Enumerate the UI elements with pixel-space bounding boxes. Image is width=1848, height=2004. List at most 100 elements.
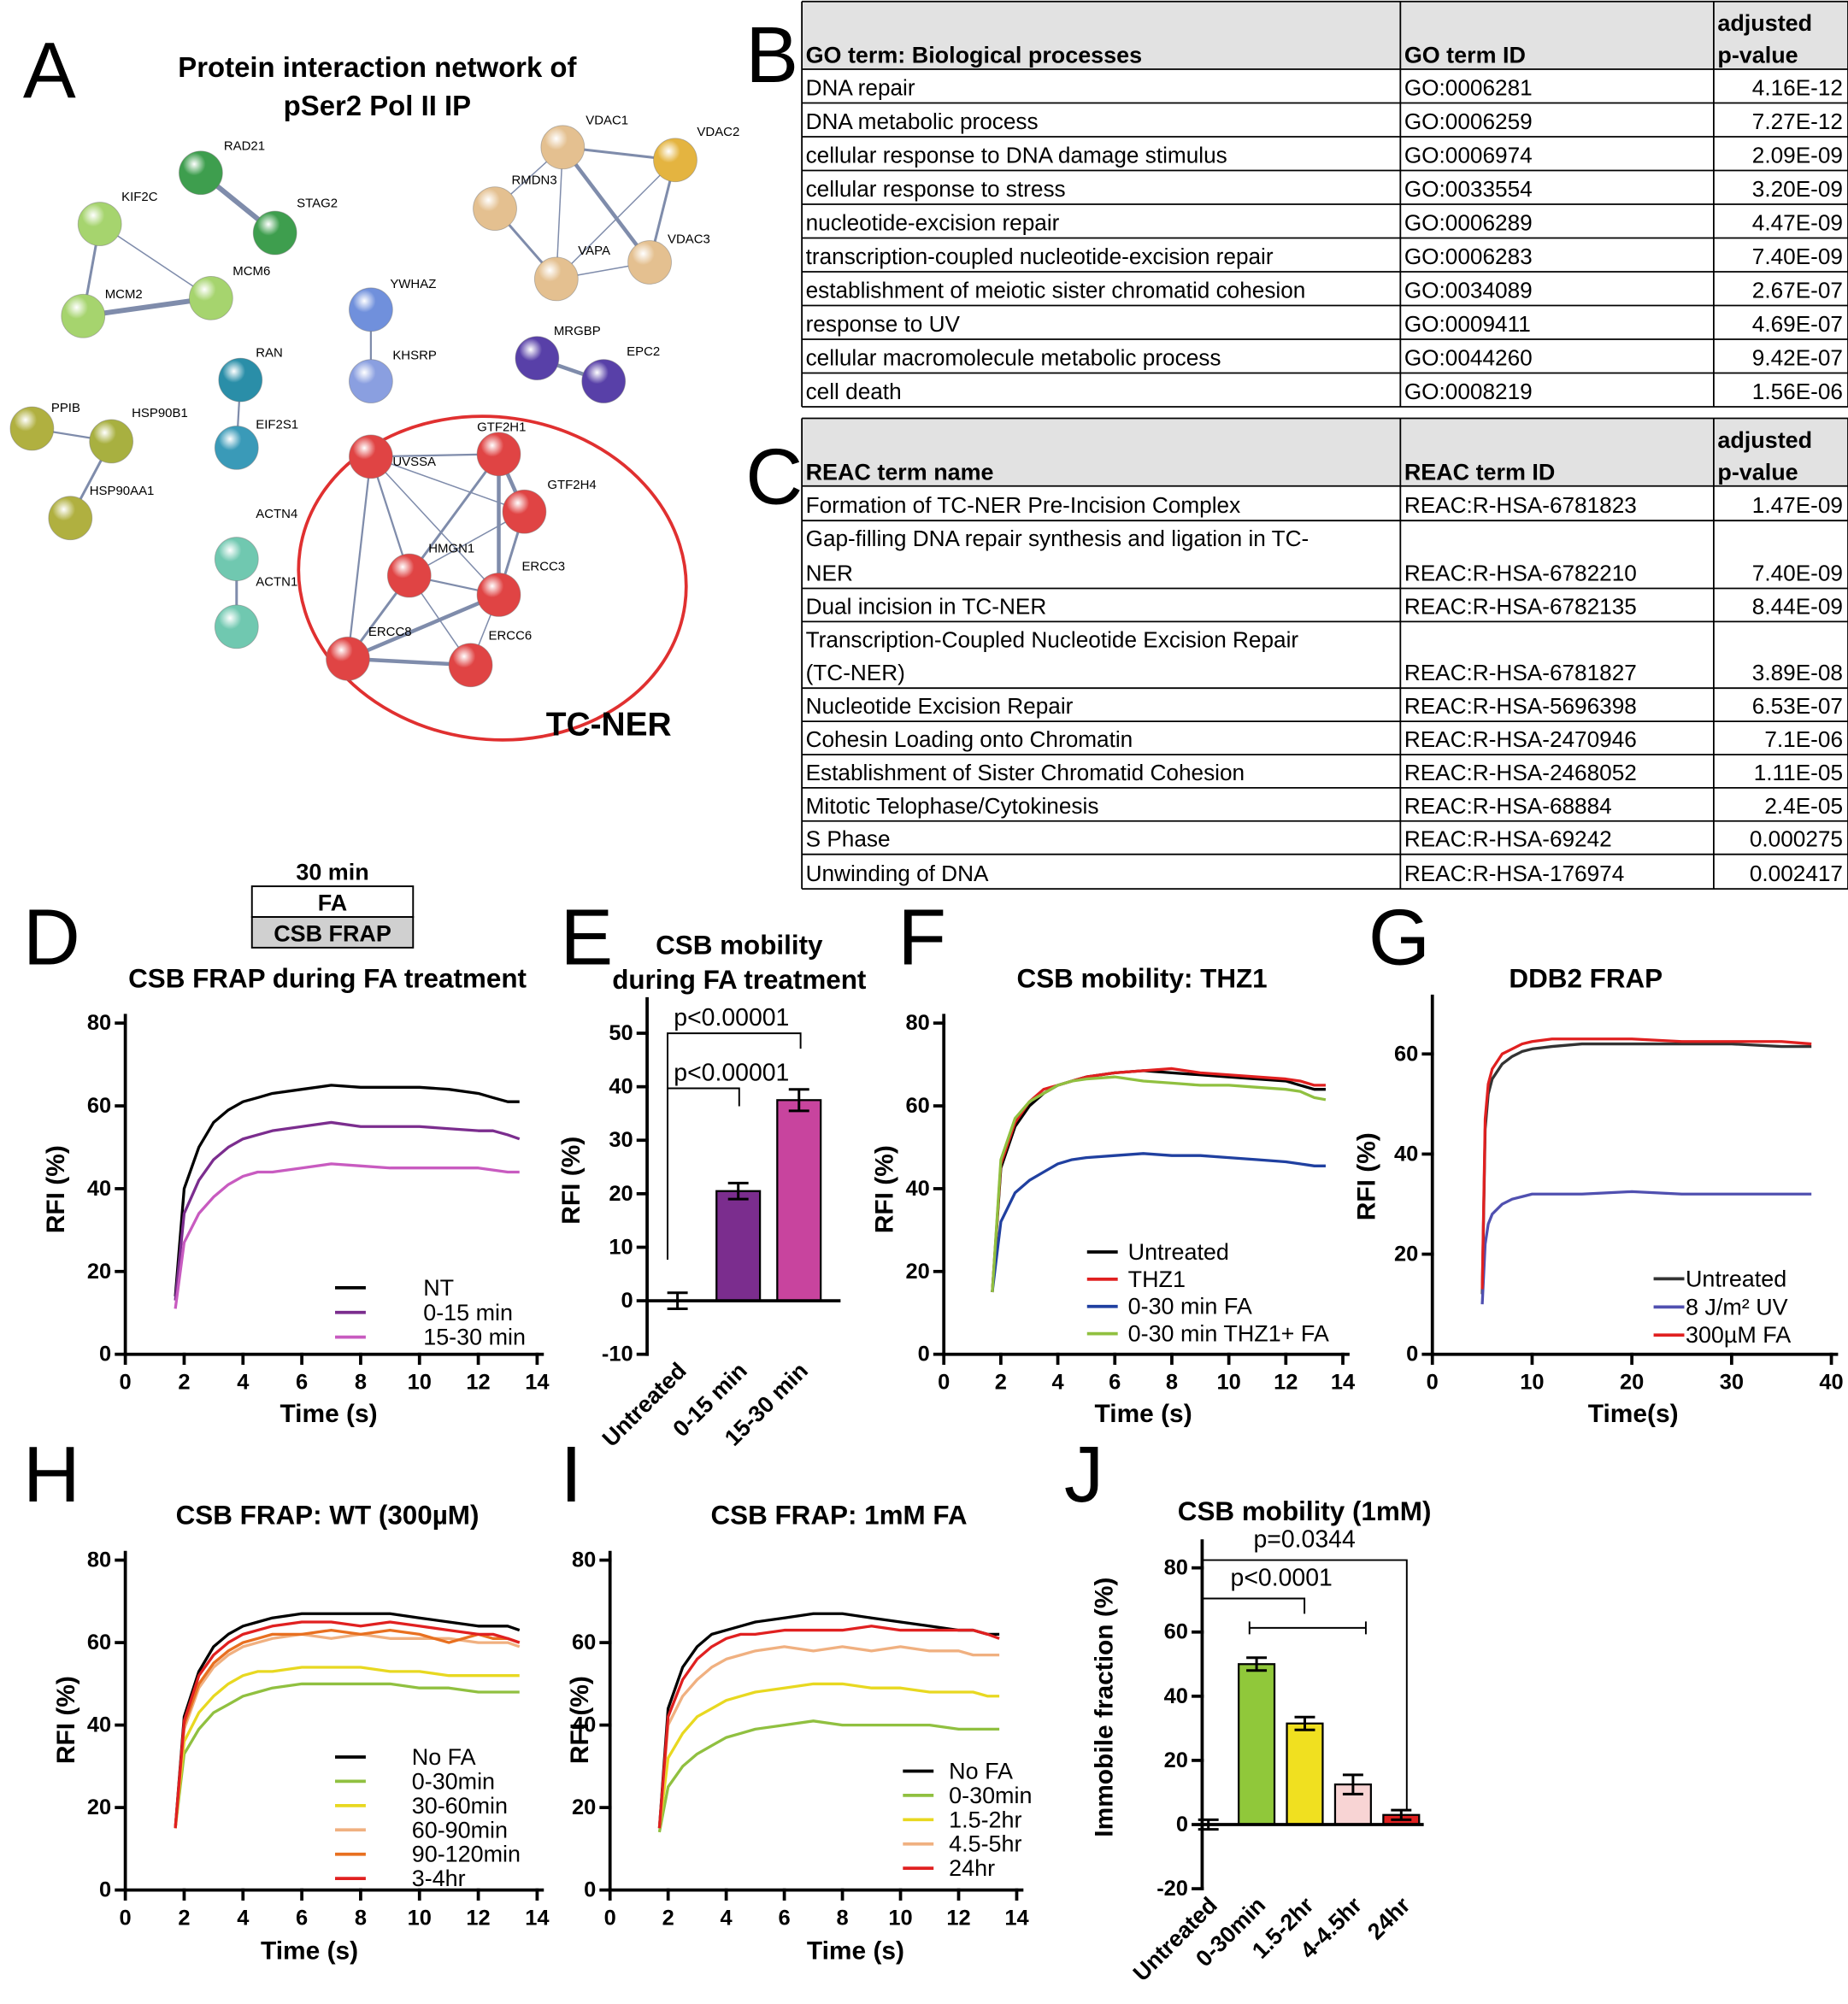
legend-label: 4.5-5hr (949, 1831, 1021, 1857)
table-cell: GO:0008219 (1404, 379, 1533, 404)
y-axis-title: RFI (%) (566, 1676, 594, 1764)
y-tick-label: 40 (905, 1177, 929, 1201)
table-header-bg (802, 418, 1848, 486)
table-cell: GO:0033554 (1404, 176, 1533, 202)
chart-title: DDB2 FRAP (1509, 963, 1663, 993)
x-tick-label: 20 (1620, 1371, 1644, 1395)
y-tick-label: 80 (1164, 1556, 1188, 1580)
panel-label: F (898, 892, 946, 981)
y-tick-label: 40 (1394, 1142, 1418, 1166)
y-tick-label: 30 (609, 1128, 633, 1152)
table-cell: 0.000275 (1750, 826, 1843, 852)
table-cell: Establishment of Sister Chromatid Cohesi… (806, 760, 1245, 785)
table-cell: 3.20E-09 (1752, 176, 1843, 202)
x-tick-label: 4 (721, 1907, 733, 1931)
protocol-box (250, 885, 415, 918)
y-tick-label: 60 (572, 1631, 596, 1654)
legend-label: 90-120min (412, 1842, 521, 1867)
x-tick-label: 8 (836, 1907, 848, 1931)
chart-title: during FA treatment (612, 965, 867, 995)
x-tick-label: 8 (355, 1371, 367, 1395)
network-node (188, 275, 233, 320)
y-tick-label: 80 (905, 1011, 929, 1035)
network-node (218, 357, 263, 403)
line-series (174, 1620, 521, 1829)
table-cell: REAC:R-HSA-6782135 (1404, 593, 1637, 619)
node-label: ACTN1 (256, 574, 297, 589)
x-tick-label: 14 (525, 1371, 549, 1395)
x-tick-label: 6 (779, 1907, 791, 1931)
y-tick-label: 40 (87, 1713, 111, 1737)
x-axis-title: Time(s) (1588, 1400, 1679, 1428)
panel-label: B (745, 10, 798, 99)
table-cell: cellular response to DNA damage stimulus (806, 143, 1227, 168)
table-cell: REAC:R-HSA-5696398 (1404, 693, 1637, 719)
y-tick-label: 80 (572, 1549, 596, 1572)
significance-label: p=0.0344 (1253, 1526, 1355, 1554)
x-tick-label: 14 (525, 1907, 549, 1931)
network-node (476, 573, 521, 617)
table-cell: 3.89E-08 (1752, 660, 1843, 685)
x-tick-label: 12 (466, 1907, 490, 1931)
table-cell: REAC:R-HSA-6782210 (1404, 561, 1637, 586)
x-tick-label: 10 (408, 1907, 432, 1931)
table-cell: cellular response to stress (806, 176, 1066, 202)
x-tick-label: 12 (466, 1371, 490, 1395)
bar (715, 1190, 762, 1302)
legend-label: No FA (949, 1758, 1013, 1784)
table-cell: nucleotide-excision repair (806, 210, 1060, 236)
network-node (386, 553, 432, 598)
panel-label: E (560, 892, 613, 981)
x-tick-label: 0 (938, 1371, 950, 1395)
network-node (48, 496, 93, 541)
y-tick-label: 20 (87, 1795, 111, 1819)
y-tick-label: 0 (1176, 1813, 1188, 1837)
legend-label: 60-90min (412, 1817, 508, 1842)
table-cell: GO:0006283 (1404, 244, 1533, 269)
network-node (61, 293, 106, 338)
error-bar (727, 1181, 749, 1201)
y-tick-label: 0 (918, 1343, 930, 1366)
x-tick-label: 2 (178, 1907, 190, 1931)
table-cell: 9.42E-07 (1752, 345, 1843, 371)
table-cell: 4.47E-09 (1752, 210, 1843, 236)
y-axis-title: RFI (%) (1352, 1132, 1380, 1220)
network-title: pSer2 Pol II IP (284, 90, 471, 121)
table-cell: cellular macromolecule metabolic process (806, 345, 1221, 371)
y-tick-label: 40 (609, 1075, 633, 1099)
line-series (174, 1612, 521, 1829)
line-series (657, 1625, 1000, 1829)
table-cell: GO:0009411 (1404, 311, 1531, 337)
y-axis-title: RFI (%) (52, 1676, 80, 1764)
node-label: MCM2 (105, 287, 143, 302)
table-cell: 2.4E-05 (1764, 793, 1843, 819)
y-tick-label: -20 (1156, 1877, 1188, 1901)
x-axis-title: Time (s) (261, 1936, 358, 1965)
network-node (476, 432, 521, 477)
chart-title: CSB FRAP during FA treatment (128, 963, 527, 993)
node-label: YWHAZ (390, 277, 436, 291)
network-edge (561, 145, 651, 264)
x-tick-label: 0 (1427, 1371, 1439, 1395)
y-tick-label: 20 (609, 1182, 633, 1206)
network-node (9, 406, 55, 451)
table-cell: transcription-coupled nucleotide-excisio… (806, 244, 1274, 269)
table-cell: REAC:R-HSA-2470946 (1404, 726, 1637, 752)
node-label: ERCC6 (489, 628, 533, 643)
panel-label: I (560, 1430, 582, 1519)
protocol-step: CSB FRAP (274, 920, 391, 946)
node-label: KHSRP (392, 349, 437, 363)
y-tick-label: 20 (1394, 1243, 1418, 1266)
significance-bracket (1201, 1597, 1306, 1765)
x-tick-label: 10 (888, 1907, 912, 1931)
table-cell: cell death (806, 379, 902, 404)
table-cell: Nucleotide Excision Repair (806, 693, 1074, 719)
node-label: RMDN3 (511, 173, 556, 188)
legend-label: Untreated (1128, 1239, 1229, 1265)
node-label: GTF2H4 (547, 478, 596, 492)
table-cell: 2.67E-07 (1752, 278, 1843, 303)
network-node (77, 202, 122, 246)
x-tick-label: 8 (355, 1907, 367, 1931)
